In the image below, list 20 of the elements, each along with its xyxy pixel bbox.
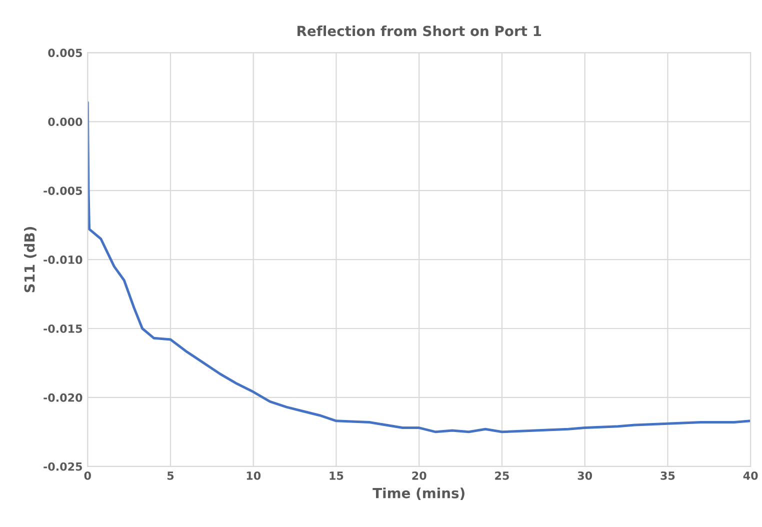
x-tick-label: 35: [660, 471, 675, 480]
x-tick-label: 10: [246, 471, 261, 480]
chart-title: Reflection from Short on Port 1: [298, 25, 541, 36]
y-tick-label: 0.005: [48, 48, 82, 58]
x-tick-label: 20: [412, 471, 426, 480]
y-tick-label: -0.015: [44, 324, 82, 333]
y-tick-label: -0.005: [44, 186, 82, 195]
y-tick-label: -0.025: [44, 462, 82, 471]
x-tick-label: 0: [84, 471, 91, 480]
x-tick-label: 40: [743, 471, 758, 480]
x-axis-title: Time (mins): [372, 488, 464, 500]
x-tick-label: 15: [330, 472, 344, 480]
y-axis-title: S11 (dB): [24, 227, 36, 292]
y-tick-label: 0.000: [48, 118, 82, 126]
x-tick-label: 5: [167, 472, 174, 480]
y-tick-label: -0.020: [44, 393, 82, 402]
x-tick-label: 30: [578, 471, 592, 480]
x-tick-label: 25: [495, 471, 509, 480]
line-series: [88, 101, 751, 434]
y-tick-label: -0.010: [44, 256, 82, 264]
